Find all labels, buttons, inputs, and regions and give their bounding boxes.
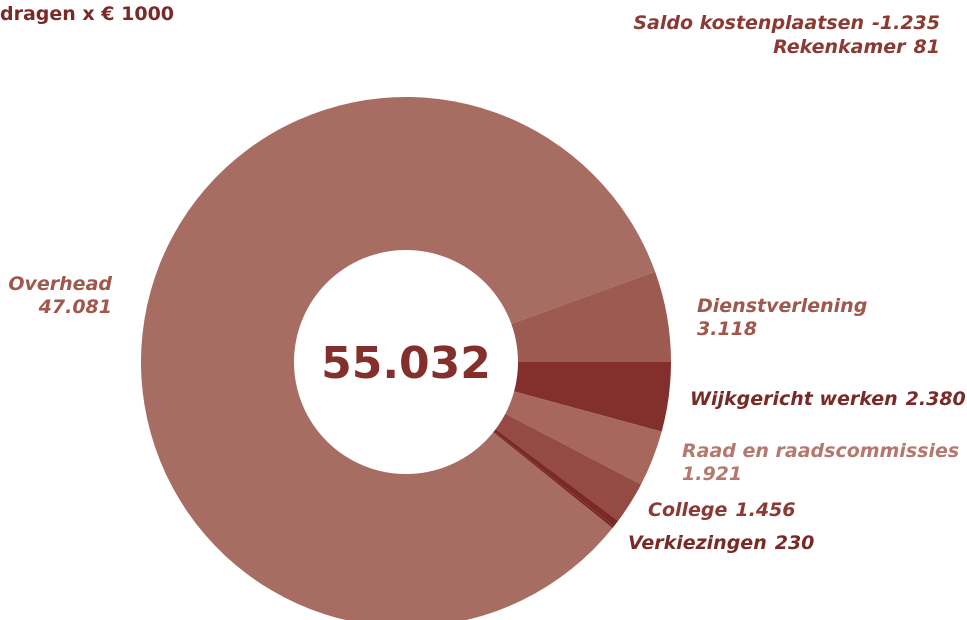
donut-slice [141,97,656,620]
donut-slice [486,408,642,521]
slice-label: Wijkgericht werken 2.380 [690,388,966,410]
donut-slice [494,388,662,485]
donut-slice [499,271,671,362]
slice-label: Overhead 47.081 [8,273,112,318]
label-value: 1.456 [735,499,795,521]
slice-label: Rekenkamer 81 [773,36,940,58]
label-value: 47.081 [38,296,112,318]
slice-label: Dienstverlening 3.118 [697,295,867,340]
donut-slice [502,362,671,432]
label-name: Rekenkamer [773,36,907,58]
label-value: 2.380 [906,388,966,410]
slice-label: Raad en raadscommissies 1.921 [682,440,959,485]
label-name: Wijkgericht werken [690,388,898,410]
slice-label: Verkiezingen 230 [628,532,814,554]
donut [141,97,671,620]
label-name: Raad en raadscommissies [682,440,959,462]
slice-label: College 1.456 [648,499,796,521]
label-name: Dienstverlening [697,295,867,317]
center-total: 55.032 [321,338,491,389]
donut-slice [483,423,614,529]
label-name: Overhead [8,273,112,295]
slice-label: Saldo kostenplaatsen -1.235 [633,12,940,34]
label-value: 1.921 [682,463,742,485]
donut-hole [294,250,518,474]
label-name: Saldo kostenplaatsen [633,12,864,34]
label-value: 3.118 [697,318,757,340]
label-value: -1.235 [872,12,940,34]
label-value: 230 [775,532,815,554]
label-value: 81 [914,36,940,58]
label-name: Verkiezingen [628,532,767,554]
chart-title: dragen x € 1000 [0,3,174,25]
donut-slice [484,421,619,527]
label-name: College [648,499,728,521]
